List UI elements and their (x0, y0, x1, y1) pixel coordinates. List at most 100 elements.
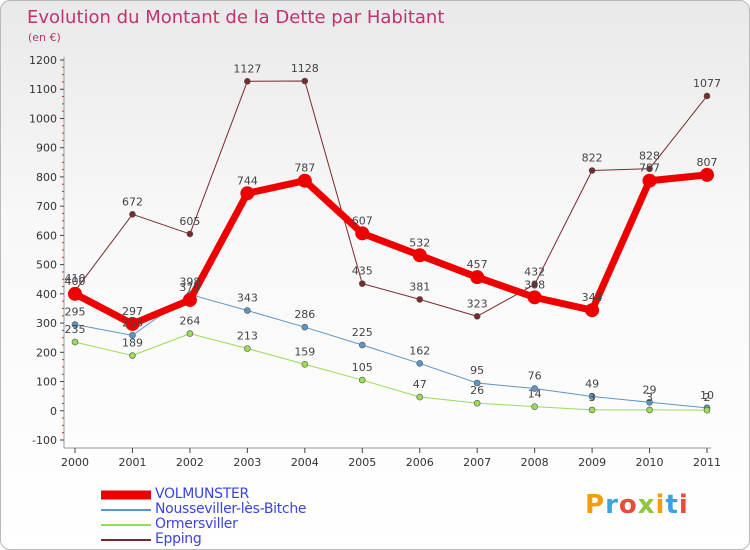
data-point (244, 345, 251, 352)
data-label: 159 (294, 345, 315, 358)
data-point (301, 77, 309, 85)
data-label: 323 (467, 297, 488, 310)
data-label: 432 (524, 265, 545, 278)
legend-swatch (101, 538, 151, 541)
data-label: 297 (122, 305, 143, 318)
y-tick-label: 1000 (29, 112, 57, 125)
y-tick-label: 500 (36, 259, 57, 272)
data-point (646, 398, 653, 406)
data-label: 457 (467, 258, 488, 271)
data-label: 410 (65, 272, 86, 285)
y-tick-label: 800 (36, 171, 57, 184)
y-tick-label: 600 (36, 229, 57, 242)
legend-swatch (101, 523, 151, 526)
data-label: 828 (639, 150, 660, 163)
logo-letter: i (655, 490, 666, 520)
series-line-0 (71, 171, 711, 328)
data-point (71, 321, 79, 328)
data-point (240, 186, 255, 201)
data-point (71, 338, 79, 346)
data-label: 435 (352, 265, 373, 278)
x-tick-label: 2006 (406, 456, 434, 469)
data-point (301, 360, 309, 368)
logo-letter: o (618, 490, 638, 520)
data-label: 76 (528, 370, 542, 383)
data-point (646, 406, 653, 414)
data-point (588, 406, 596, 414)
logo-letter: i (678, 490, 689, 520)
logo-letter: P (585, 490, 606, 520)
data-point (473, 379, 481, 387)
y-tick-label: 400 (36, 288, 57, 301)
data-label: 807 (697, 156, 718, 169)
data-point (297, 173, 312, 188)
y-tick-label: 100 (36, 376, 57, 389)
x-tick-label: 2008 (521, 456, 549, 469)
data-label: 744 (237, 174, 258, 187)
data-label: 787 (294, 162, 315, 175)
x-tick-label: 2007 (463, 456, 491, 469)
data-label: 381 (409, 280, 430, 293)
series-line-3 (74, 80, 708, 317)
data-label: 14 (528, 388, 542, 401)
legend-swatch (101, 490, 151, 499)
data-label: 1127 (233, 62, 261, 75)
y-tick-label: 0 (50, 405, 57, 418)
y-tick-label: 700 (36, 200, 57, 213)
data-point (182, 292, 197, 307)
y-tick-label: -100 (32, 434, 57, 447)
data-point (473, 399, 481, 407)
y-tick-label: 1100 (29, 83, 57, 96)
logo-letter: r (605, 490, 619, 520)
legend-swatch (101, 508, 151, 511)
data-point (129, 332, 136, 339)
data-label: 213 (237, 330, 258, 343)
y-tick-label: 200 (36, 346, 57, 359)
data-point (125, 316, 140, 331)
x-tick-label: 2004 (291, 456, 319, 469)
data-point (358, 341, 366, 349)
data-label: 286 (294, 308, 315, 321)
data-label: 388 (524, 278, 545, 291)
data-point (416, 360, 424, 367)
data-point (646, 165, 653, 173)
data-label: 264 (179, 315, 200, 328)
data-label: 235 (65, 323, 86, 336)
data-point (703, 92, 711, 100)
data-label: 258 (122, 316, 143, 329)
data-label: 672 (122, 195, 143, 208)
logo-letter: x (637, 490, 656, 520)
data-label: 295 (65, 306, 86, 319)
data-label: 189 (122, 337, 143, 350)
data-point (473, 313, 481, 320)
data-point (355, 226, 370, 241)
data-label: 49 (585, 377, 599, 390)
data-label: 344 (582, 291, 603, 304)
legend-label: Ormersviller (155, 516, 238, 532)
x-tick-label: 2002 (176, 456, 204, 469)
legend-label: Epping (155, 531, 202, 547)
data-label: 398 (179, 275, 200, 288)
x-tick-label: 2009 (578, 456, 606, 469)
data-label: 400 (65, 275, 86, 288)
data-label: 1077 (693, 77, 721, 90)
y-tick-label: 900 (36, 142, 57, 155)
data-point (416, 296, 424, 303)
data-label: 162 (409, 344, 430, 357)
data-point (301, 323, 309, 331)
logo-letter: t (665, 490, 679, 520)
data-point (129, 211, 136, 218)
data-label: 3 (589, 391, 596, 404)
data-point (527, 290, 542, 305)
data-label: 607 (352, 214, 373, 227)
data-point (531, 281, 538, 288)
data-point (588, 393, 596, 400)
legend-label: Nousseviller-lès-Bitche (155, 501, 307, 517)
legend-label: VOLMUNSTER (155, 486, 249, 502)
chart-title: Evolution du Montant de la Dette par Hab… (27, 7, 445, 28)
data-point (470, 270, 485, 285)
y-tick-label: 1200 (29, 54, 57, 67)
data-point (358, 280, 366, 287)
